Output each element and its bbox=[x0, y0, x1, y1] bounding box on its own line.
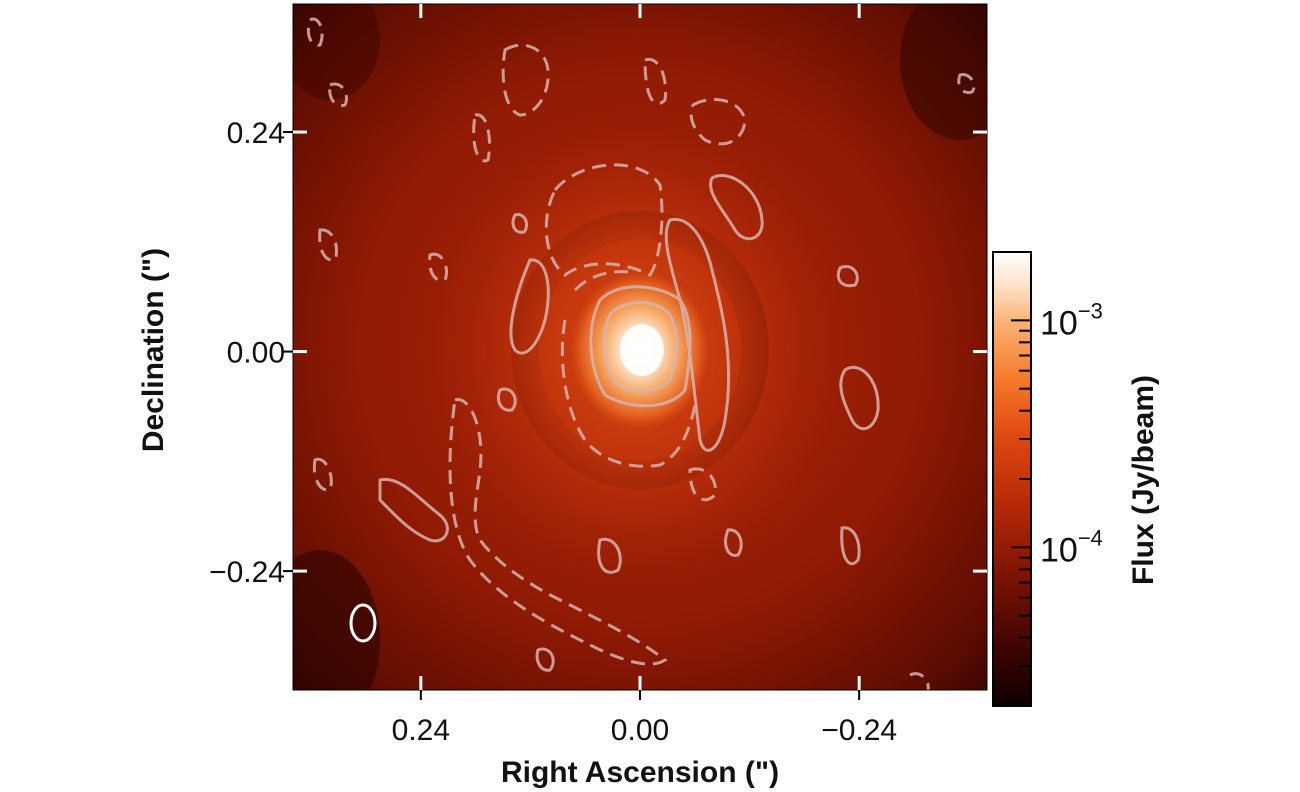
positive-contour bbox=[709, 174, 764, 241]
colorbar-title: Flux (Jy/beam) bbox=[1127, 375, 1160, 585]
negative-contour bbox=[560, 270, 697, 468]
beam-ellipse bbox=[349, 603, 377, 643]
positive-contour bbox=[602, 301, 679, 393]
negative-contour bbox=[501, 43, 550, 117]
colorbar-tick-label: 10−3 bbox=[1040, 298, 1103, 342]
negative-contour bbox=[544, 163, 664, 277]
negative-contour bbox=[428, 252, 448, 282]
negative-contour bbox=[318, 228, 338, 262]
positive-contour bbox=[378, 477, 449, 543]
flux-dark-corner bbox=[900, 4, 987, 140]
positive-contour bbox=[664, 217, 731, 452]
positive-contour bbox=[589, 285, 692, 408]
y-axis-title: Declination (") bbox=[137, 248, 170, 452]
x-axis-ticks: 0.24 0.00 −0.24 bbox=[392, 4, 897, 747]
negative-contour bbox=[312, 457, 333, 492]
positive-contour bbox=[497, 387, 517, 412]
positive-contour bbox=[724, 528, 743, 557]
positive-contour bbox=[840, 526, 861, 566]
y-tick-label: 0.00 bbox=[227, 337, 285, 370]
y-tick-label: −0.24 bbox=[209, 556, 285, 589]
negative-contour bbox=[957, 73, 976, 95]
positive-contour bbox=[839, 366, 880, 431]
colorbar-tick-exponent: −4 bbox=[1078, 525, 1103, 550]
flux-core-bright bbox=[620, 324, 664, 376]
positive-contour bbox=[509, 258, 550, 355]
negative-contour bbox=[909, 672, 930, 690]
negative-contour bbox=[472, 113, 491, 163]
negative-contour bbox=[688, 467, 717, 502]
positive-contour bbox=[597, 537, 622, 574]
x-axis-title: Right Ascension (") bbox=[501, 756, 779, 789]
negative-contour bbox=[448, 398, 668, 666]
x-tick-label: −0.24 bbox=[821, 714, 897, 747]
positive-contour bbox=[511, 213, 529, 234]
colorbar-tick-label: 10−4 bbox=[1040, 525, 1103, 569]
x-tick-label: 0.00 bbox=[611, 714, 669, 747]
y-tick-label: 0.24 bbox=[227, 117, 285, 150]
flux-dark-corner bbox=[293, 4, 380, 100]
y-axis-ticks: 0.24 0.00 −0.24 bbox=[209, 117, 987, 589]
negative-contour bbox=[328, 82, 348, 108]
flux-map bbox=[293, 4, 987, 690]
positive-contour bbox=[836, 265, 859, 288]
flux-dark-corner bbox=[293, 550, 380, 690]
colorbar-tick-exponent: −3 bbox=[1078, 298, 1103, 323]
positive-contour bbox=[535, 647, 555, 672]
negative-contour bbox=[689, 98, 747, 146]
negative-contour bbox=[643, 57, 668, 106]
colorbar-ticks: 10−3 10−4 bbox=[1011, 251, 1103, 707]
colorbar: 10−3 10−4 Flux (Jy/beam) bbox=[992, 251, 1160, 707]
x-tick-label: 0.24 bbox=[392, 714, 450, 747]
contour-overlay bbox=[306, 17, 976, 690]
negative-contour bbox=[306, 17, 324, 47]
